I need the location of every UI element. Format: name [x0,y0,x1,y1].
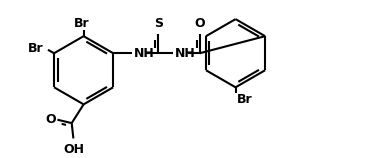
Text: S: S [154,17,163,30]
Text: O: O [195,17,205,30]
Text: NH: NH [175,47,196,60]
Text: Br: Br [74,17,90,30]
Text: OH: OH [63,143,84,155]
Text: NH: NH [134,47,154,60]
Text: Br: Br [28,42,44,55]
Text: Br: Br [237,93,253,106]
Text: O: O [45,113,56,126]
